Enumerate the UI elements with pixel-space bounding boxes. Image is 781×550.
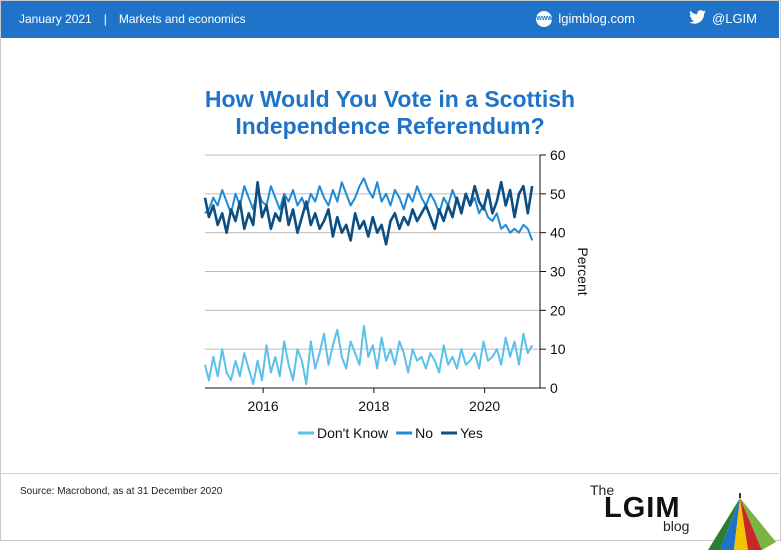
x-tick-label: 2020 (469, 398, 500, 414)
legend-label-don-t-know: Don't Know (317, 425, 389, 441)
x-tick-label: 2018 (358, 398, 389, 414)
header-category[interactable]: Markets and economics (118, 12, 246, 26)
series-line-don-t-know (204, 324, 534, 386)
legend-label-no: No (415, 425, 433, 441)
twitter-icon[interactable] (689, 10, 706, 27)
chart-title: How Would You Vote in a Scottish Indepen… (204, 86, 576, 139)
header-right: www lgimblog.com @LGIM (536, 10, 757, 27)
y-axis-label: Percent (575, 247, 591, 295)
footer-divider (1, 473, 779, 474)
y-tick-label: 60 (550, 147, 566, 163)
source-note: Source: Macrobond, as at 31 December 202… (20, 486, 223, 497)
y-tick-label: 50 (550, 186, 566, 202)
header-bar: January 2021 | Markets and economics www l… (1, 1, 779, 38)
logo-name: LGIM (604, 492, 681, 524)
series-line-yes (203, 180, 534, 246)
twitter-handle[interactable]: @LGIM (712, 11, 757, 26)
chart: 0 10 20 30 40 50 60 2016 2018 2020 Percent Don't … (203, 147, 591, 441)
y-tick-label: 30 (550, 264, 566, 280)
header-date: January 2021 (19, 12, 92, 26)
site-link[interactable]: lgimblog.com (558, 11, 636, 26)
y-tick-label: 20 (550, 302, 566, 318)
umbrella-icon (708, 493, 776, 550)
header-separator: | (103, 12, 107, 26)
legend-label-yes: Yes (460, 425, 483, 441)
y-tick-label: 0 (550, 380, 558, 396)
logo-the: The (590, 482, 615, 498)
header-left: January 2021 | Markets and economics (19, 12, 246, 26)
globe-icon: www (536, 10, 553, 27)
x-tick-label: 2016 (248, 398, 279, 414)
y-tick-label: 40 (550, 225, 566, 241)
logo-blog: blog (663, 518, 690, 534)
lgim-blog-logo[interactable]: The LGIM blog (590, 480, 780, 550)
y-tick-label: 10 (550, 341, 566, 357)
